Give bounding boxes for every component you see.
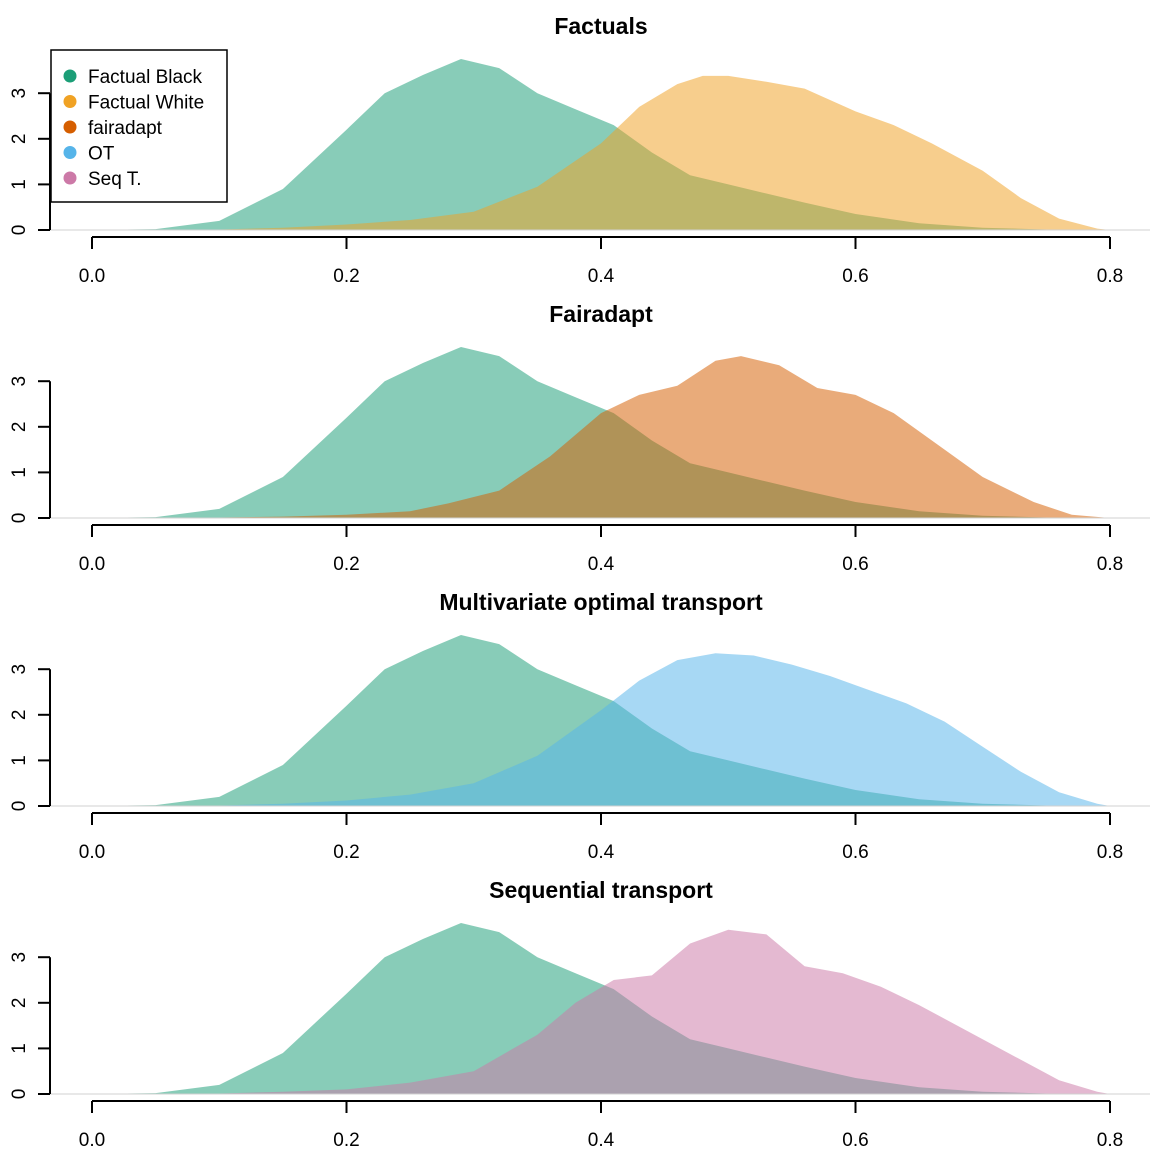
y-tick-label: 0 [9, 1089, 30, 1100]
x-tick-label: 0.2 [333, 554, 359, 575]
density-area-ot [92, 653, 1110, 806]
panel-title: Factuals [554, 13, 647, 39]
x-tick-label: 0.4 [588, 554, 615, 575]
legend-item-seq-t: Seq T. [63, 169, 142, 190]
y-tick-label: 2 [9, 998, 30, 1009]
legend-label: Seq T. [88, 169, 142, 190]
density-area-seq-t [92, 929, 1110, 1094]
legend-marker [63, 146, 77, 159]
x-tick-label: 0.6 [842, 554, 868, 575]
y-tick-label: 3 [9, 952, 30, 963]
x-tick-label: 0.2 [333, 1130, 359, 1151]
panel-sequential-transport: Sequential transport 0.0 0.2 0.4 0.6 0.8 0 1 2 3 [9, 877, 1150, 1151]
x-tick-label: 0.2 [333, 266, 359, 287]
x-tick-label: 0.8 [1097, 1130, 1123, 1151]
panel-title: Fairadapt [549, 301, 653, 327]
legend-marker [63, 69, 77, 83]
x-tick-label: 0.6 [842, 842, 868, 863]
y-tick-label: 0 [9, 225, 30, 236]
y-tick-label: 3 [9, 376, 30, 387]
panel-title: Multivariate optimal transport [439, 589, 763, 615]
y-tick-label: 1 [9, 179, 30, 190]
legend-item-factual-black: Factual Black [63, 67, 203, 88]
panel-title: Sequential transport [489, 877, 713, 903]
x-tick-label: 0.0 [79, 842, 105, 863]
legend-marker [63, 120, 77, 134]
x-tick-label: 0.8 [1097, 842, 1123, 863]
x-tick-label: 0.4 [588, 1130, 615, 1151]
panel-fairadapt: Fairadapt 0.0 0.2 0.4 0.6 0.8 0 1 2 3 [9, 301, 1150, 575]
legend-item-ot: OT [63, 144, 115, 165]
y-tick-label: 0 [9, 801, 30, 812]
legend-marker [63, 95, 77, 108]
panel-factuals: Factuals 0.0 0.2 0.4 0.6 0.8 0 1 2 3 [9, 13, 1150, 287]
x-tick-label: 0.0 [79, 554, 105, 575]
legend-marker [63, 171, 77, 185]
legend-label: Factual White [88, 93, 204, 114]
legend-box [50, 49, 228, 203]
x-tick-label: 0.4 [588, 842, 615, 863]
x-tick-label: 0.0 [79, 1130, 105, 1151]
y-tick-label: 2 [9, 710, 30, 721]
legend-item-factual-white: Factual White [63, 93, 204, 114]
density-area-factual-white [92, 75, 1110, 231]
legend-item-fairadapt: fairadapt [63, 118, 163, 139]
y-tick-label: 1 [9, 1043, 30, 1054]
x-tick-label: 0.8 [1097, 266, 1123, 287]
y-tick-label: 2 [9, 134, 30, 145]
x-tick-label: 0.0 [79, 266, 105, 287]
legend-label: OT [88, 144, 115, 165]
x-tick-label: 0.6 [842, 266, 868, 287]
y-tick-label: 3 [9, 88, 30, 99]
x-tick-label: 0.8 [1097, 554, 1123, 575]
y-tick-label: 1 [9, 467, 30, 478]
x-tick-label: 0.2 [333, 842, 359, 863]
legend: Factual Black Factual White fairadapt OT Seq… [50, 49, 228, 203]
y-tick-label: 2 [9, 422, 30, 433]
x-tick-label: 0.4 [588, 266, 615, 287]
density-area-fairadapt [92, 356, 1110, 518]
legend-label: fairadapt [88, 118, 163, 139]
x-tick-label: 0.6 [842, 1130, 868, 1151]
y-tick-label: 0 [9, 513, 30, 524]
y-tick-label: 3 [9, 664, 30, 675]
y-tick-label: 1 [9, 755, 30, 766]
panel-multivariate-optimal-transport: Multivariate optimal transport 0.0 0.2 0.4 0… [9, 589, 1150, 863]
legend-label: Factual Black [88, 67, 203, 88]
